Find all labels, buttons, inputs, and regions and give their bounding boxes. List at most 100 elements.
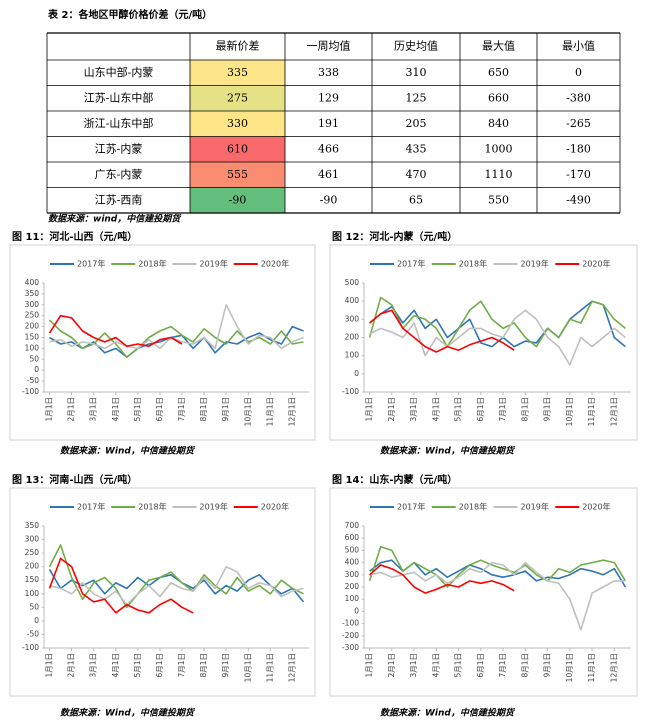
chart-title: 图 13：河南-山西（元/吨） xyxy=(12,473,137,486)
table-cell: 330 xyxy=(227,117,248,130)
y-tick-label: 250 xyxy=(25,311,40,320)
table-cell: 205 xyxy=(406,117,427,130)
x-tick-label: 12月1日 xyxy=(287,397,296,426)
series-line xyxy=(369,564,515,594)
x-tick-label: 9月1日 xyxy=(221,653,230,678)
y-tick-label: 350 xyxy=(25,521,40,530)
table-header-cell: 一周均值 xyxy=(307,40,351,53)
series-line xyxy=(48,568,305,603)
x-tick-label: 3月1日 xyxy=(89,397,98,422)
chart-source: 数据来源：Wind，中信建投期货 xyxy=(60,446,196,457)
table-cell: -170 xyxy=(566,168,591,181)
table-cell: -90 xyxy=(229,193,247,206)
y-tick-label: 50 xyxy=(29,354,39,363)
x-tick-label: 12月1日 xyxy=(287,653,296,682)
x-tick-label: 12月1日 xyxy=(609,397,618,426)
row-label: 江苏-西南 xyxy=(95,193,143,206)
table-cell: 650 xyxy=(488,66,509,79)
legend-label: 2019年 xyxy=(200,502,228,512)
table-cell: 610 xyxy=(227,142,248,155)
legend-label: 2020年 xyxy=(261,259,289,269)
x-tick-label: 3月1日 xyxy=(89,653,98,678)
y-tick-label: 200 xyxy=(345,582,360,591)
x-tick-label: 4月1日 xyxy=(111,653,120,678)
y-tick-label: 0 xyxy=(354,369,359,378)
table-cell: -90 xyxy=(320,193,338,206)
x-tick-label: 2月1日 xyxy=(387,397,396,422)
x-tick-label: 4月1日 xyxy=(111,397,120,422)
row-label: 浙江-山东中部 xyxy=(84,116,154,130)
y-tick-label: -300 xyxy=(342,643,359,652)
x-tick-label: 9月1日 xyxy=(221,397,230,422)
table-cell: 125 xyxy=(406,91,427,104)
y-tick-label: -100 xyxy=(342,387,359,396)
legend-label: 2020年 xyxy=(582,502,610,512)
x-tick-label: 9月1日 xyxy=(543,397,552,422)
x-tick-label: 5月1日 xyxy=(454,397,463,422)
chart-frame xyxy=(329,244,638,441)
row-label: 山东中部-内蒙 xyxy=(84,65,154,79)
y-tick-label: 150 xyxy=(25,333,40,342)
legend-label: 2019年 xyxy=(521,259,549,269)
highlight-cell xyxy=(190,60,285,86)
table-title: 表 2：各地区甲醇价格价差（元/吨） xyxy=(47,8,212,21)
x-tick-label: 5月1日 xyxy=(133,653,142,678)
table-cell: 555 xyxy=(227,168,248,181)
legend-label: 2018年 xyxy=(138,259,166,269)
highlight-cell xyxy=(190,187,285,213)
x-tick-label: 9月1日 xyxy=(543,653,552,678)
table-cell: 1000 xyxy=(485,142,513,155)
y-tick-label: -100 xyxy=(22,643,39,652)
x-tick-label: 10月1日 xyxy=(243,653,252,682)
x-tick-label: 1月1日 xyxy=(365,653,374,678)
x-tick-label: 6月1日 xyxy=(476,653,485,678)
y-tick-label: 300 xyxy=(25,300,40,309)
table-cell: 275 xyxy=(227,91,248,104)
x-tick-label: 11月1日 xyxy=(587,653,596,682)
series-line xyxy=(368,296,626,348)
x-tick-label: 2月1日 xyxy=(67,653,76,678)
row-label: 广东-内蒙 xyxy=(95,167,143,181)
y-tick-label: 200 xyxy=(25,322,40,331)
table-header-cell: 最新价差 xyxy=(216,39,260,53)
table-cell: 65 xyxy=(409,193,423,206)
y-tick-label: 100 xyxy=(25,343,40,352)
legend-label: 2018年 xyxy=(459,259,487,269)
y-tick-label: -200 xyxy=(342,631,359,640)
table-header-cell: 最小值 xyxy=(562,40,595,53)
x-tick-label: 4月1日 xyxy=(431,397,440,422)
x-tick-label: 10月1日 xyxy=(243,397,252,426)
y-tick-label: 400 xyxy=(345,558,360,567)
x-tick-label: 7月1日 xyxy=(498,397,507,422)
legend-label: 2017年 xyxy=(77,259,105,269)
y-tick-label: 200 xyxy=(345,333,360,342)
series-line xyxy=(369,561,626,631)
x-tick-label: 11月1日 xyxy=(265,397,274,426)
x-tick-label: 6月1日 xyxy=(155,397,164,422)
y-tick-label: 400 xyxy=(25,278,40,287)
x-tick-label: 1月1日 xyxy=(45,397,54,422)
table-cell: -380 xyxy=(566,91,591,104)
chart-frame xyxy=(9,487,316,697)
y-tick-label: 50 xyxy=(29,602,39,611)
y-tick-label: 300 xyxy=(345,314,360,323)
y-tick-label: 500 xyxy=(345,278,360,287)
x-tick-label: 7月1日 xyxy=(177,653,186,678)
x-tick-label: 2月1日 xyxy=(387,653,396,678)
y-tick-label: 200 xyxy=(25,562,40,571)
table-cell: 466 xyxy=(318,142,339,155)
table-cell: -180 xyxy=(566,142,591,155)
x-tick-label: 10月1日 xyxy=(565,653,574,682)
highlight-cell xyxy=(190,85,285,111)
x-tick-label: 7月1日 xyxy=(177,397,186,422)
chart-title: 图 12：河北-内蒙（元/吨） xyxy=(332,230,457,243)
y-tick-label: -50 xyxy=(27,629,39,638)
y-tick-label: 300 xyxy=(25,535,40,544)
x-tick-label: 6月1日 xyxy=(155,653,164,678)
series-line xyxy=(48,544,304,609)
x-tick-label: 7月1日 xyxy=(498,653,507,678)
legend-label: 2018年 xyxy=(138,502,166,512)
table-cell: 0 xyxy=(575,66,582,79)
table-source: 数据来源：wind，中信建投期货 xyxy=(48,214,182,225)
